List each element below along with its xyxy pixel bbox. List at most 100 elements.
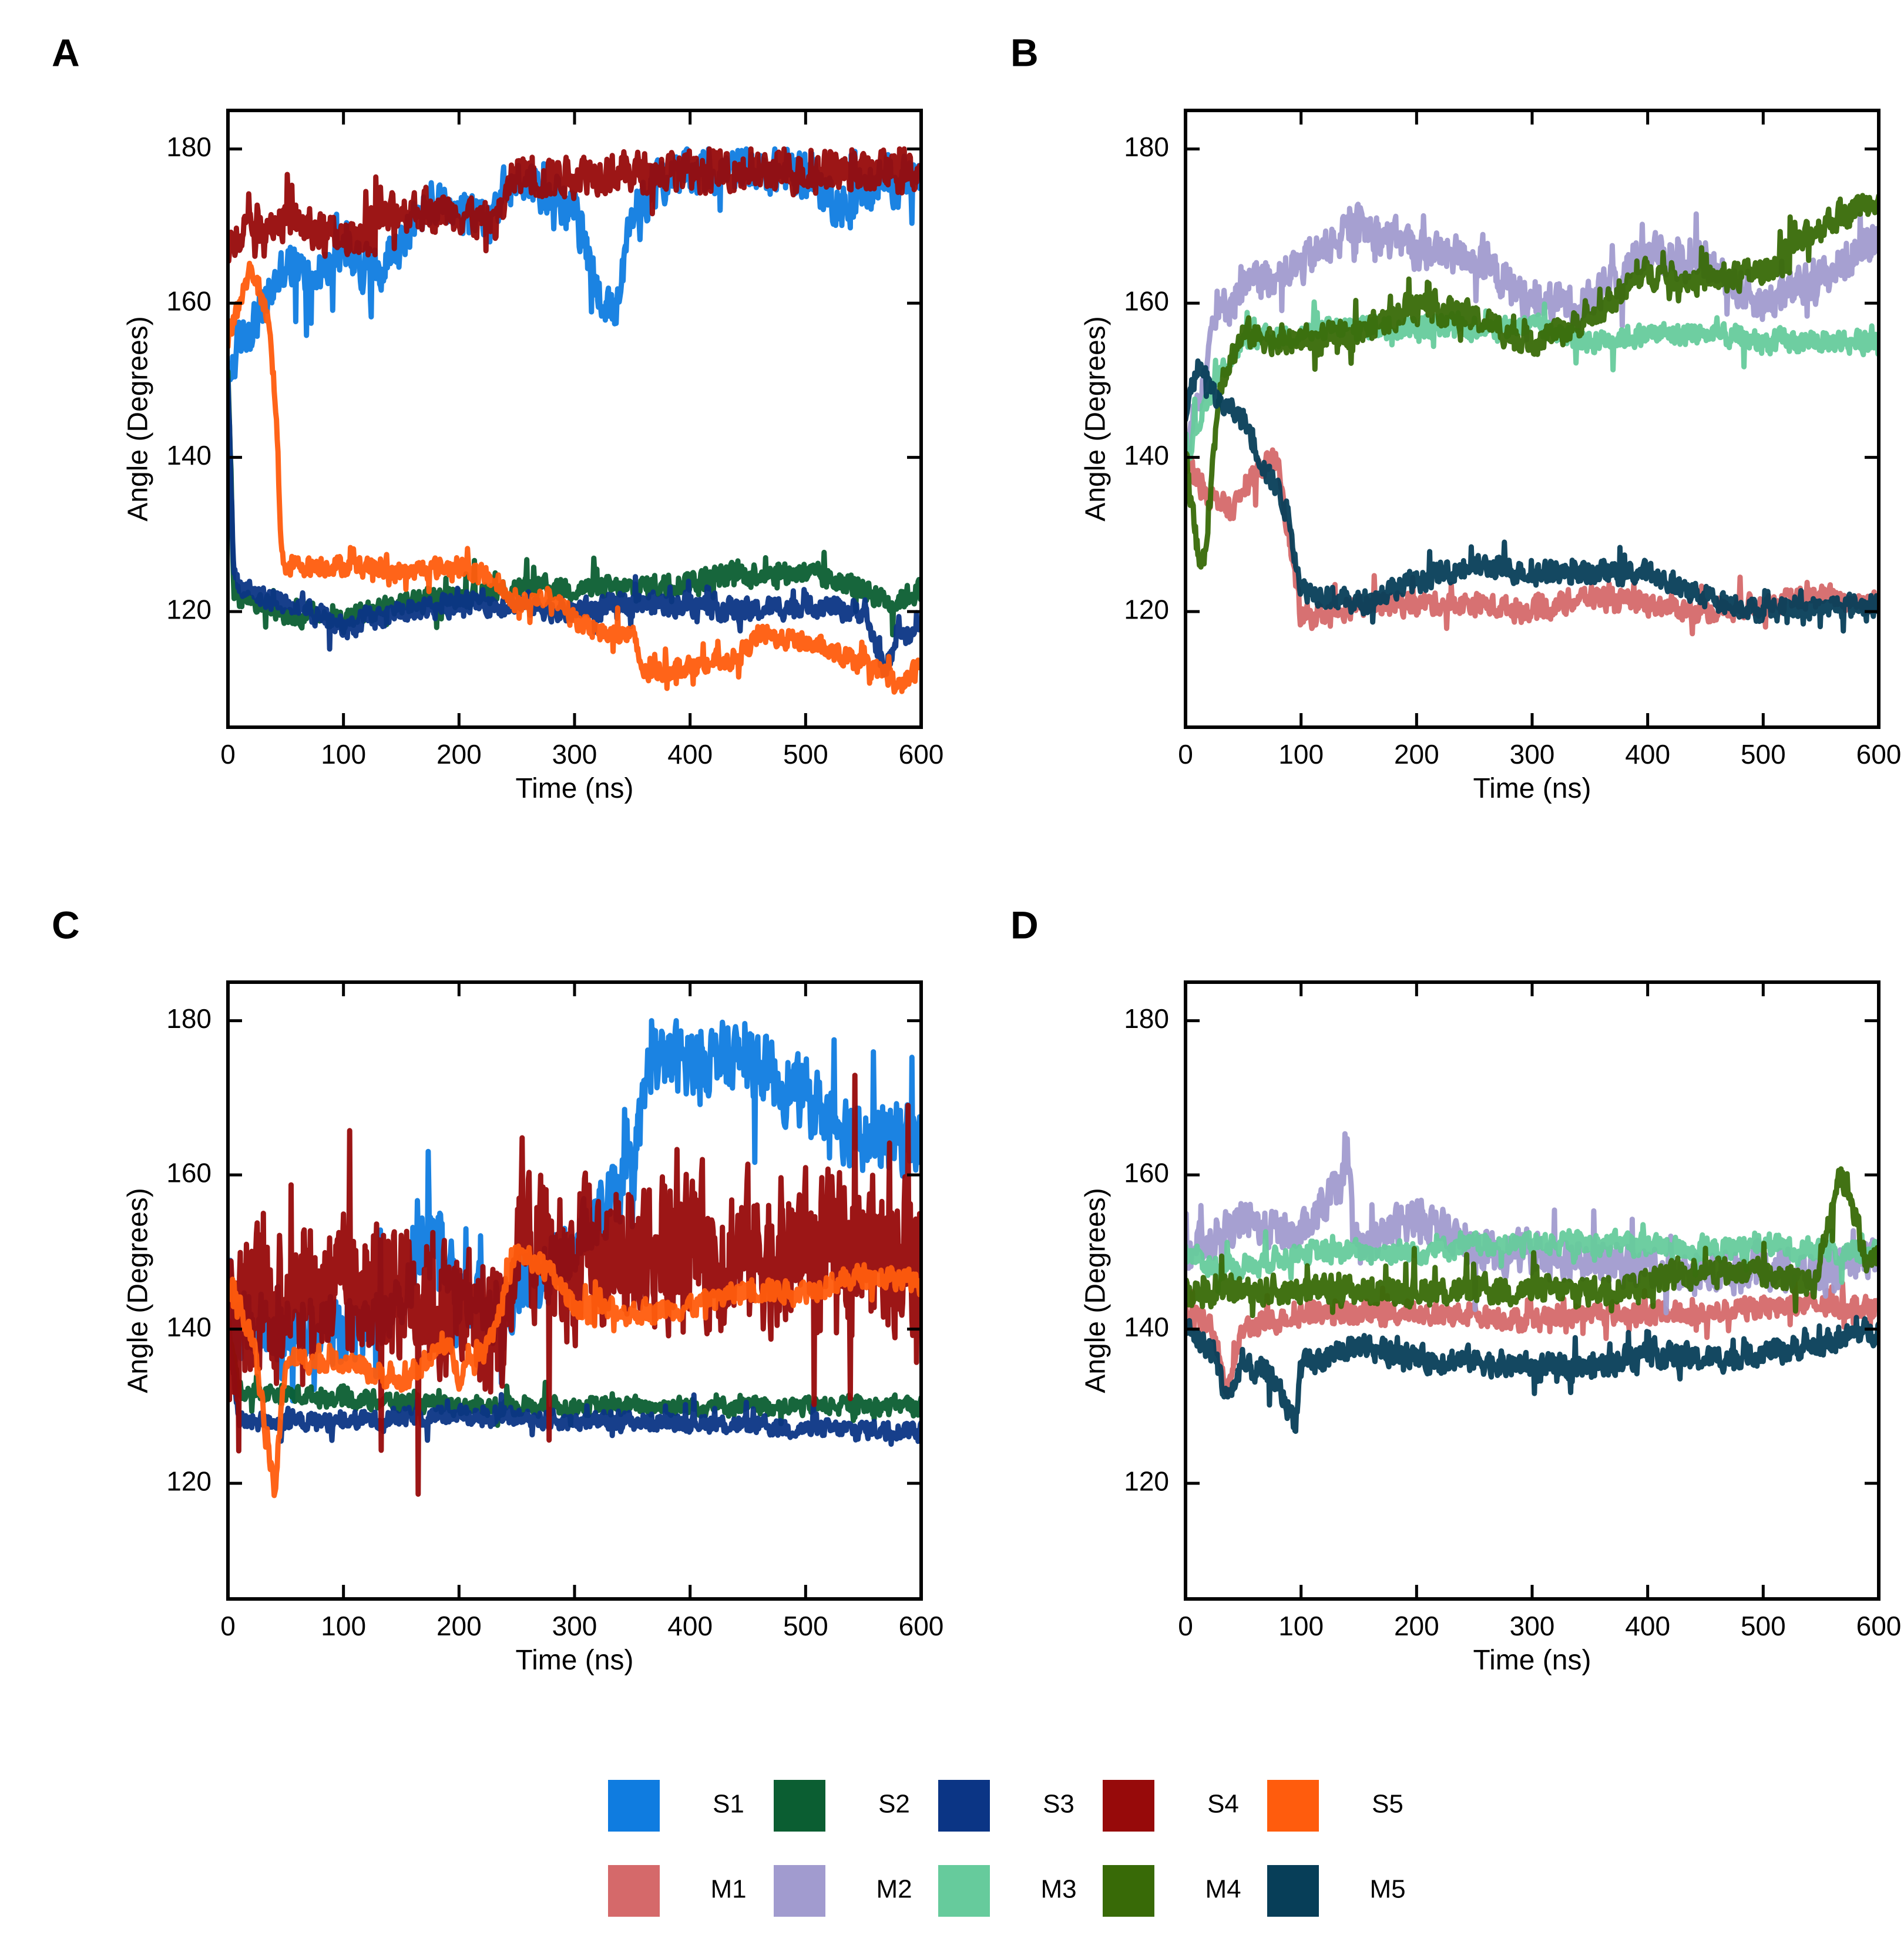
- x-tick-label: 300: [552, 1611, 597, 1641]
- series-line-M5: [1186, 358, 1879, 634]
- x-tick-label: 600: [899, 739, 944, 770]
- panel-A: A 0 100 200 300 400 500 600 120 140 160 180 Time (ns…: [52, 31, 943, 804]
- y-tick-label: 180: [166, 1003, 211, 1034]
- x-tick-label: 200: [1394, 739, 1439, 770]
- legend-item-S1: S1: [608, 1780, 744, 1832]
- plot-area: [228, 1018, 921, 1499]
- legend-item-S2: S2: [774, 1780, 910, 1832]
- y-tick-label: 180: [166, 132, 211, 162]
- legend-item-M5: M5: [1267, 1865, 1406, 1917]
- x-tick-label: 0: [220, 739, 236, 770]
- x-tick-label: 500: [783, 1611, 828, 1641]
- panel-label: A: [52, 31, 80, 74]
- panel-label: C: [52, 903, 80, 946]
- legend-swatch: [1103, 1865, 1154, 1917]
- legend-swatch: [1267, 1865, 1319, 1917]
- x-tick-label: 600: [1856, 739, 1902, 770]
- y-tick-label: 140: [166, 1312, 211, 1342]
- panel-C: C 0 100 200 300 400 500 600 120 140 160 180 Time (ns…: [52, 903, 943, 1676]
- panel-D: D 0 100 200 300 400 500 600 120 140 160 180 Time (ns…: [1010, 903, 1901, 1676]
- y-tick-label: 140: [166, 440, 211, 471]
- x-tick-label: 100: [321, 739, 366, 770]
- x-tick-label: 400: [1625, 1611, 1670, 1641]
- x-tick-label: 500: [1741, 1611, 1786, 1641]
- legend-swatch: [938, 1780, 990, 1832]
- y-axis-label: Angle (Degrees): [123, 1188, 154, 1393]
- x-tick-label: 0: [220, 1611, 236, 1641]
- y-axis-label: Angle (Degrees): [1080, 316, 1111, 522]
- series-line-S3: [228, 1318, 921, 1447]
- legend-swatch: [1103, 1780, 1154, 1832]
- y-tick-label: 160: [166, 285, 211, 316]
- y-tick-label: 120: [1124, 594, 1169, 624]
- x-tick-label: 300: [1510, 739, 1555, 770]
- x-tick-label: 200: [436, 739, 482, 770]
- x-tick-label: 600: [1856, 1611, 1902, 1641]
- x-tick-label: 400: [667, 739, 713, 770]
- series-line-S5: [228, 260, 921, 695]
- legend-swatch: [608, 1780, 660, 1832]
- series-line-S4: [228, 1073, 921, 1497]
- series-line-M3: [1186, 299, 1879, 468]
- panel-B: B 0 100 200 300 400 500 600 120 140 160 180 Time (ns…: [1010, 31, 1901, 804]
- legend-label: M4: [1205, 1875, 1241, 1904]
- legend-label: S4: [1207, 1790, 1239, 1819]
- series-line-M5: [1186, 1315, 1879, 1434]
- legend-label: S5: [1372, 1790, 1403, 1819]
- legend-label: M2: [876, 1875, 912, 1904]
- x-axis-label: Time (ns): [1473, 1645, 1591, 1676]
- legend-label: S2: [878, 1790, 910, 1819]
- legend-item-M1: M1: [608, 1865, 747, 1917]
- plot-frame: [1184, 109, 1881, 729]
- x-tick-label: 200: [1394, 1611, 1439, 1641]
- x-tick-label: 0: [1178, 739, 1193, 770]
- x-tick-label: 100: [1278, 1611, 1324, 1641]
- legend-item-S5: S5: [1267, 1780, 1403, 1832]
- legend-label: M3: [1040, 1875, 1076, 1904]
- series-line-S4: [228, 146, 921, 264]
- x-tick-label: 200: [436, 1611, 482, 1641]
- y-tick-label: 120: [166, 1466, 211, 1496]
- y-tick-label: 180: [1124, 132, 1169, 162]
- legend-swatch: [938, 1865, 990, 1917]
- y-tick-label: 140: [1124, 1312, 1169, 1342]
- y-tick-label: 160: [166, 1157, 211, 1188]
- y-tick-label: 120: [166, 594, 211, 624]
- x-tick-label: 500: [783, 739, 828, 770]
- y-tick-label: 160: [1124, 1157, 1169, 1188]
- legend-swatch: [774, 1865, 825, 1917]
- x-tick-label: 400: [1625, 739, 1670, 770]
- series-line-S2: [228, 368, 921, 638]
- series-line-S3: [228, 377, 921, 678]
- y-axis-label: Angle (Degrees): [1080, 1188, 1111, 1393]
- x-tick-label: 100: [321, 1611, 366, 1641]
- series-line-M4: [1186, 193, 1879, 570]
- legend-swatch: [608, 1865, 660, 1917]
- plot-area: [228, 146, 921, 695]
- y-tick-label: 120: [1124, 1466, 1169, 1496]
- series-line-S5: [228, 1243, 921, 1499]
- legend-swatch: [1267, 1780, 1319, 1832]
- legend-item-M3: M3: [938, 1865, 1077, 1917]
- legend-swatch: [774, 1780, 825, 1832]
- legend-item-S3: S3: [938, 1780, 1074, 1832]
- x-axis-label: Time (ns): [516, 1645, 634, 1676]
- legend-item-S4: S4: [1103, 1780, 1239, 1832]
- x-tick-label: 100: [1278, 739, 1324, 770]
- x-tick-label: 600: [899, 1611, 944, 1641]
- x-tick-label: 500: [1741, 739, 1786, 770]
- series-line-M1: [1186, 1274, 1879, 1399]
- y-tick-label: 180: [1124, 1003, 1169, 1034]
- plot-area: [1186, 1131, 1879, 1434]
- series-line-M2: [1186, 201, 1879, 470]
- series-line-M4: [1186, 1166, 1879, 1319]
- plot-area: [1186, 193, 1879, 637]
- legend-label: M1: [710, 1875, 746, 1904]
- legend-label: M5: [1369, 1875, 1405, 1904]
- panel-label: D: [1010, 903, 1039, 946]
- y-tick-label: 140: [1124, 440, 1169, 471]
- y-tick-label: 160: [1124, 285, 1169, 316]
- x-tick-label: 300: [1510, 1611, 1555, 1641]
- panel-label: B: [1010, 31, 1039, 74]
- y-axis-label: Angle (Degrees): [123, 316, 154, 522]
